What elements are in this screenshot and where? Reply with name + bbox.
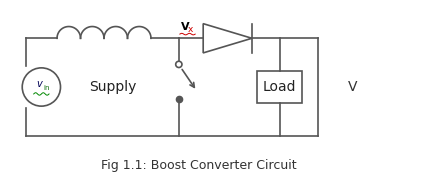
Bar xyxy=(257,71,303,103)
Text: V: V xyxy=(181,22,189,32)
Text: Supply: Supply xyxy=(89,80,136,94)
Text: Load: Load xyxy=(263,80,297,94)
Text: v: v xyxy=(37,79,43,89)
Text: Fig 1.1: Boost Converter Circuit: Fig 1.1: Boost Converter Circuit xyxy=(100,159,296,172)
Text: x: x xyxy=(188,25,194,34)
Circle shape xyxy=(176,61,182,68)
Text: V: V xyxy=(348,80,357,94)
Text: in: in xyxy=(43,85,50,91)
